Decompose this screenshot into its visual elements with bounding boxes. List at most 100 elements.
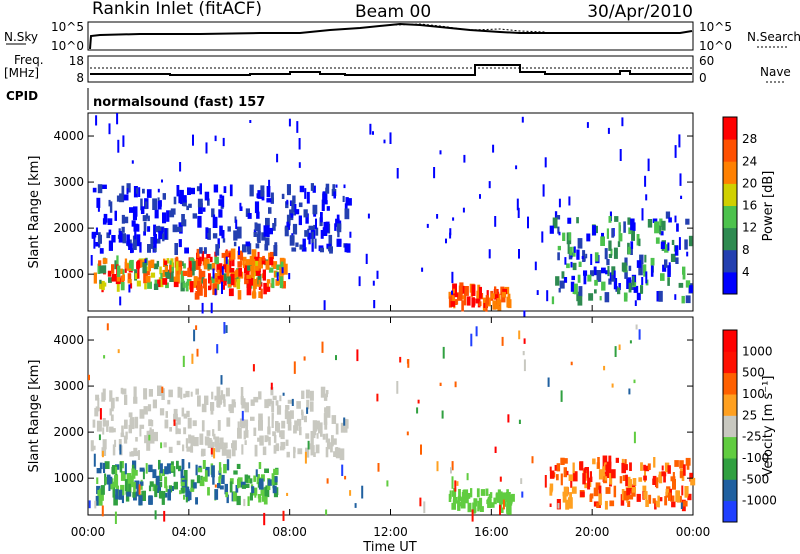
power-cell bbox=[320, 212, 323, 223]
power-cell bbox=[197, 256, 202, 266]
colorbar-tick-label: -500 bbox=[742, 472, 769, 486]
power-cell bbox=[668, 217, 672, 223]
velocity-cell bbox=[306, 399, 310, 410]
power-cell bbox=[258, 285, 262, 290]
velocity-cell bbox=[150, 419, 154, 427]
colorbar-segment bbox=[723, 394, 737, 416]
power-cell bbox=[124, 258, 128, 269]
velocity-cell bbox=[267, 426, 271, 435]
power-cell bbox=[587, 274, 592, 282]
power-cell bbox=[561, 271, 565, 279]
velocity-cell bbox=[356, 349, 359, 362]
power-cell bbox=[109, 201, 113, 213]
power-cell bbox=[140, 206, 145, 214]
velocity-cell bbox=[93, 453, 96, 467]
power-cell bbox=[126, 183, 131, 193]
power-cell bbox=[674, 215, 677, 223]
velocity-cell bbox=[113, 494, 118, 506]
velocity-cell bbox=[176, 440, 181, 446]
velocity-cell bbox=[207, 487, 210, 496]
power-cell bbox=[349, 231, 352, 238]
power-cell bbox=[562, 232, 566, 241]
x-axis-label: Time UT bbox=[362, 540, 416, 554]
colorbar-segment bbox=[723, 479, 737, 502]
velocity-cell bbox=[544, 475, 547, 488]
velocity-cell bbox=[466, 473, 469, 481]
velocity-cell bbox=[602, 466, 605, 477]
velocity-cell bbox=[123, 438, 128, 444]
velocity-cell bbox=[254, 489, 257, 498]
power-cell bbox=[238, 268, 242, 277]
velocity-cell bbox=[506, 489, 509, 496]
power-cell bbox=[249, 255, 254, 266]
power-cell bbox=[122, 269, 125, 276]
power-cell bbox=[373, 300, 376, 309]
power-cell bbox=[324, 222, 329, 233]
power-cell bbox=[103, 282, 107, 287]
power-cell bbox=[552, 217, 558, 229]
power-cell bbox=[187, 267, 190, 278]
velocity-cell bbox=[133, 496, 137, 501]
velocity-cell bbox=[633, 379, 636, 384]
power-cell bbox=[161, 227, 164, 235]
power-cell bbox=[213, 214, 216, 221]
power-cell bbox=[488, 249, 491, 259]
power-cell bbox=[557, 245, 561, 251]
power-cell bbox=[257, 190, 263, 199]
power-cell bbox=[242, 259, 245, 269]
velocity-cell bbox=[108, 481, 111, 491]
velocity-cell bbox=[154, 510, 157, 520]
velocity-cell bbox=[163, 442, 167, 448]
colorbar-segment bbox=[723, 205, 737, 229]
velocity-cell bbox=[221, 474, 225, 484]
velocity-cell bbox=[560, 390, 563, 402]
velocity-cell bbox=[101, 450, 104, 458]
velocity-cell bbox=[124, 419, 128, 429]
power-cell bbox=[245, 241, 251, 247]
power-cell bbox=[650, 265, 654, 277]
velocity-cell bbox=[100, 485, 105, 495]
power-cell bbox=[585, 253, 588, 259]
velocity-cell bbox=[496, 496, 502, 503]
velocity-cell bbox=[588, 481, 592, 487]
colorbar-segment bbox=[723, 161, 737, 184]
power-cell bbox=[675, 257, 679, 264]
velocity-cell bbox=[270, 382, 273, 390]
velocity-cell bbox=[241, 484, 246, 489]
velocity-cell bbox=[611, 383, 614, 388]
power-colorbar-label: Power [dB] bbox=[761, 171, 776, 242]
velocity-cell bbox=[125, 431, 128, 440]
beam-label: Beam 00 bbox=[355, 2, 431, 22]
power-cell bbox=[578, 286, 583, 297]
velocity-cell bbox=[190, 445, 194, 453]
velocity-cell bbox=[226, 494, 229, 504]
velocity-cell bbox=[216, 386, 221, 398]
power-cell bbox=[230, 248, 236, 260]
power-cell bbox=[247, 261, 251, 271]
velocity-cell bbox=[549, 503, 552, 507]
velocity-cell bbox=[499, 504, 501, 515]
power-cell bbox=[295, 242, 299, 247]
power-cell bbox=[253, 285, 256, 294]
power-cell bbox=[298, 202, 303, 208]
velocity-cell bbox=[317, 424, 322, 429]
y-tick-label: 4000 bbox=[53, 333, 84, 347]
power-cell bbox=[165, 270, 171, 279]
power-cell bbox=[320, 230, 324, 239]
power-cell bbox=[451, 271, 454, 284]
power-cell bbox=[577, 274, 581, 283]
velocity-cell bbox=[272, 395, 277, 400]
power-cell bbox=[136, 280, 141, 287]
velocity-cell bbox=[549, 466, 552, 471]
velocity-cell bbox=[304, 451, 307, 464]
power-cell bbox=[624, 293, 628, 299]
power-cell bbox=[164, 228, 167, 240]
velocity-cell bbox=[133, 396, 138, 404]
power-cell bbox=[494, 288, 498, 295]
velocity-cell bbox=[180, 487, 185, 494]
velocity-cell bbox=[554, 465, 558, 471]
velocity-cell bbox=[487, 498, 492, 508]
power-cell bbox=[291, 247, 297, 252]
velocity-cell bbox=[187, 417, 192, 429]
power-cell bbox=[246, 274, 252, 279]
